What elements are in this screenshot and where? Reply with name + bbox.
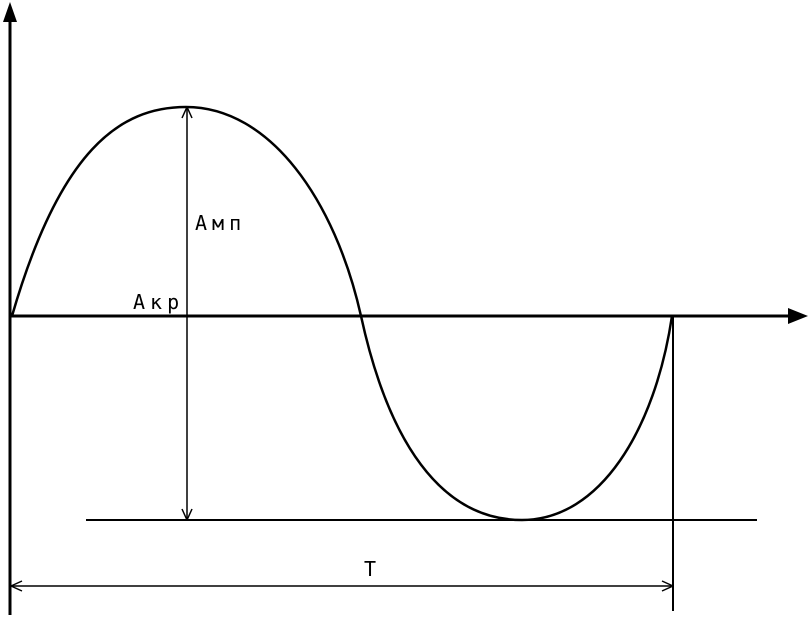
period-label: Т (364, 557, 381, 581)
sine-curve (10, 105, 674, 522)
period-arrowhead-left (10, 580, 23, 592)
amplitude-arrowhead-top (181, 106, 193, 119)
x-axis-arrowhead (788, 308, 808, 324)
y-axis-arrowhead (3, 2, 17, 22)
period-arrowhead-right (661, 580, 674, 592)
amplitude-arrowhead-bottom (181, 508, 193, 521)
crest-label: Акр (133, 290, 184, 314)
amplitude-label: Амп (195, 211, 246, 235)
